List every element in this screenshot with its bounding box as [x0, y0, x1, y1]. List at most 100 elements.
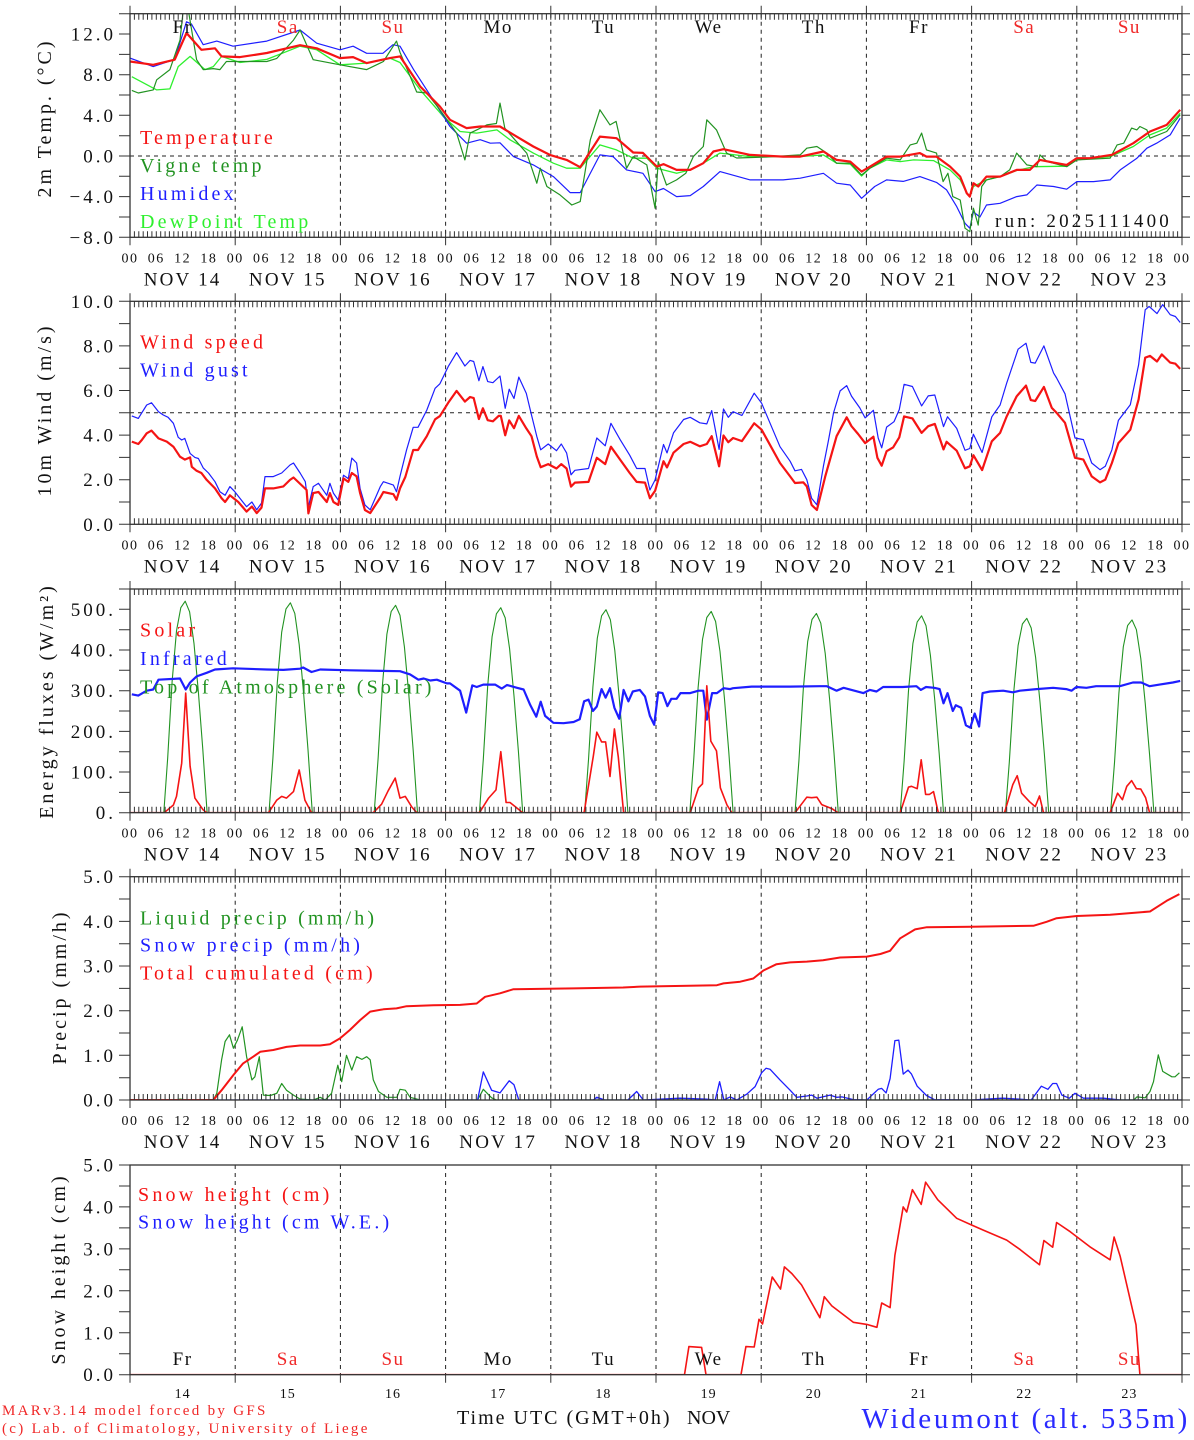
- total-cumulated-cm-line: [130, 893, 1180, 1101]
- hour-tick-label: 06: [253, 1114, 270, 1129]
- hour-tick-label: 12: [1016, 827, 1033, 842]
- hour-tick-label: 00: [227, 251, 244, 266]
- legend-wind-speed: Wind speed: [140, 331, 266, 353]
- weekday-label: Fr: [173, 17, 193, 38]
- hour-tick-label: 06: [358, 538, 375, 553]
- y-tick-label: 1.0: [83, 1046, 116, 1067]
- y-axis-title: 2m Temp. (°C): [34, 38, 56, 197]
- y-tick-label: 2.0: [83, 1001, 116, 1022]
- weekday-label: Su: [1118, 17, 1141, 38]
- hour-tick-label: 12: [700, 1114, 717, 1129]
- hour-tick-label: 18: [306, 251, 323, 266]
- hour-tick-label: 06: [1095, 827, 1112, 842]
- hour-tick-label: 12: [385, 1114, 402, 1129]
- hour-tick-label: 12: [911, 251, 928, 266]
- weekday-label: Tu: [592, 17, 615, 38]
- hour-tick-label: 12: [385, 538, 402, 553]
- hour-tick-label: 18: [1147, 827, 1164, 842]
- legend-humidex: Humidex: [140, 183, 237, 205]
- date-label: NOV 23: [1091, 556, 1169, 577]
- hour-tick-label: 18: [1147, 251, 1164, 266]
- weekday-label: Sa: [277, 1349, 299, 1370]
- weekday-label: Th: [802, 1349, 826, 1370]
- legend-solar: Solar: [140, 620, 198, 642]
- date-label: NOV 23: [1091, 269, 1169, 290]
- hour-tick-label: 06: [253, 827, 270, 842]
- hour-tick-label: 12: [595, 251, 612, 266]
- date-label: NOV 21: [880, 845, 958, 866]
- hour-tick-label: 12: [700, 251, 717, 266]
- hour-tick-label: 18: [200, 251, 217, 266]
- legend-snow-height-cm: Snow height (cm): [138, 1184, 333, 1206]
- hour-tick-label: 12: [805, 251, 822, 266]
- weekday-label: Fr: [909, 17, 929, 38]
- hour-tick-label: 00: [542, 251, 559, 266]
- hour-tick-label: 00: [1174, 538, 1191, 553]
- date-label: NOV 18: [565, 1132, 643, 1153]
- hour-tick-label: 12: [174, 827, 191, 842]
- hour-tick-label: 18: [726, 538, 743, 553]
- hour-tick-label: 06: [884, 1114, 901, 1129]
- day-number-label: 17: [490, 1387, 506, 1402]
- y-tick-label: 10.0: [71, 292, 116, 313]
- temperature-line: [130, 31, 1182, 198]
- day-number-label: 16: [385, 1387, 401, 1402]
- hour-tick-label: 12: [595, 538, 612, 553]
- hour-tick-label: 06: [989, 538, 1006, 553]
- hour-tick-label: 06: [148, 1114, 165, 1129]
- hour-tick-label: 12: [174, 1114, 191, 1129]
- hour-tick-label: 12: [174, 251, 191, 266]
- hour-tick-label: 00: [122, 538, 139, 553]
- annotations: run: 2025111400 MARv3.14 model forced by…: [2, 211, 1187, 1437]
- date-label: NOV 17: [459, 556, 537, 577]
- y-axis-ticks: [119, 13, 1190, 238]
- hour-tick-label: 06: [674, 251, 691, 266]
- y-tick-label: 2.0: [83, 1281, 116, 1302]
- hour-tick-label: 12: [805, 827, 822, 842]
- hour-tick-label: 06: [358, 251, 375, 266]
- hour-tick-label: 12: [911, 1114, 928, 1129]
- hour-tick-label: 18: [726, 827, 743, 842]
- hour-tick-label: 18: [621, 827, 638, 842]
- hour-tick-label: 18: [1042, 827, 1059, 842]
- hour-tick-label: 00: [437, 251, 454, 266]
- day-number-label: 15: [280, 1387, 296, 1402]
- hour-tick-label: 18: [1147, 538, 1164, 553]
- y-tick-label: 500.: [71, 600, 116, 621]
- hour-tick-label: 12: [385, 827, 402, 842]
- hour-tick-label: 06: [1095, 1114, 1112, 1129]
- y-tick-label: 300.: [71, 681, 116, 702]
- weekday-label: We: [695, 1349, 723, 1370]
- hour-tick-label: 00: [648, 538, 665, 553]
- hour-tick-label: 00: [542, 1114, 559, 1129]
- hour-tick-label: 18: [411, 1114, 428, 1129]
- hour-tick-label: 06: [463, 251, 480, 266]
- hour-tick-label: 06: [674, 1114, 691, 1129]
- y-tick-label: 3.0: [83, 957, 116, 978]
- y-axis-title: Snow height (cm): [48, 1173, 70, 1364]
- day-number-label: 22: [1016, 1387, 1032, 1402]
- y-tick-label: 6.0: [83, 381, 116, 402]
- hour-tick-label: 12: [490, 827, 507, 842]
- hour-tick-label: 12: [279, 251, 296, 266]
- hour-tick-label: 12: [1016, 538, 1033, 553]
- hour-tick-label: 06: [148, 538, 165, 553]
- hour-tick-label: 00: [1174, 251, 1191, 266]
- hour-tick-label: 00: [648, 827, 665, 842]
- hour-tick-label: 00: [753, 251, 770, 266]
- hour-tick-label: 00: [648, 1114, 665, 1129]
- hour-tick-label: 18: [832, 827, 849, 842]
- hour-tick-label: 18: [621, 251, 638, 266]
- x-axis-month: NOV: [687, 1407, 731, 1429]
- hour-tick-label: 18: [1042, 1114, 1059, 1129]
- hour-tick-label: 18: [1042, 538, 1059, 553]
- hour-tick-label: 18: [832, 251, 849, 266]
- y-axis-title: Precip (mm/h): [49, 909, 71, 1064]
- hour-tick-label: 18: [726, 251, 743, 266]
- weekday-label: Th: [802, 17, 826, 38]
- hour-tick-label: 12: [490, 1114, 507, 1129]
- top-of-atmosphere-solar-line: [130, 600, 1182, 813]
- weekday-label: Sa: [1013, 1349, 1035, 1370]
- y-axis-title: 10m Wind (m/s): [34, 323, 56, 496]
